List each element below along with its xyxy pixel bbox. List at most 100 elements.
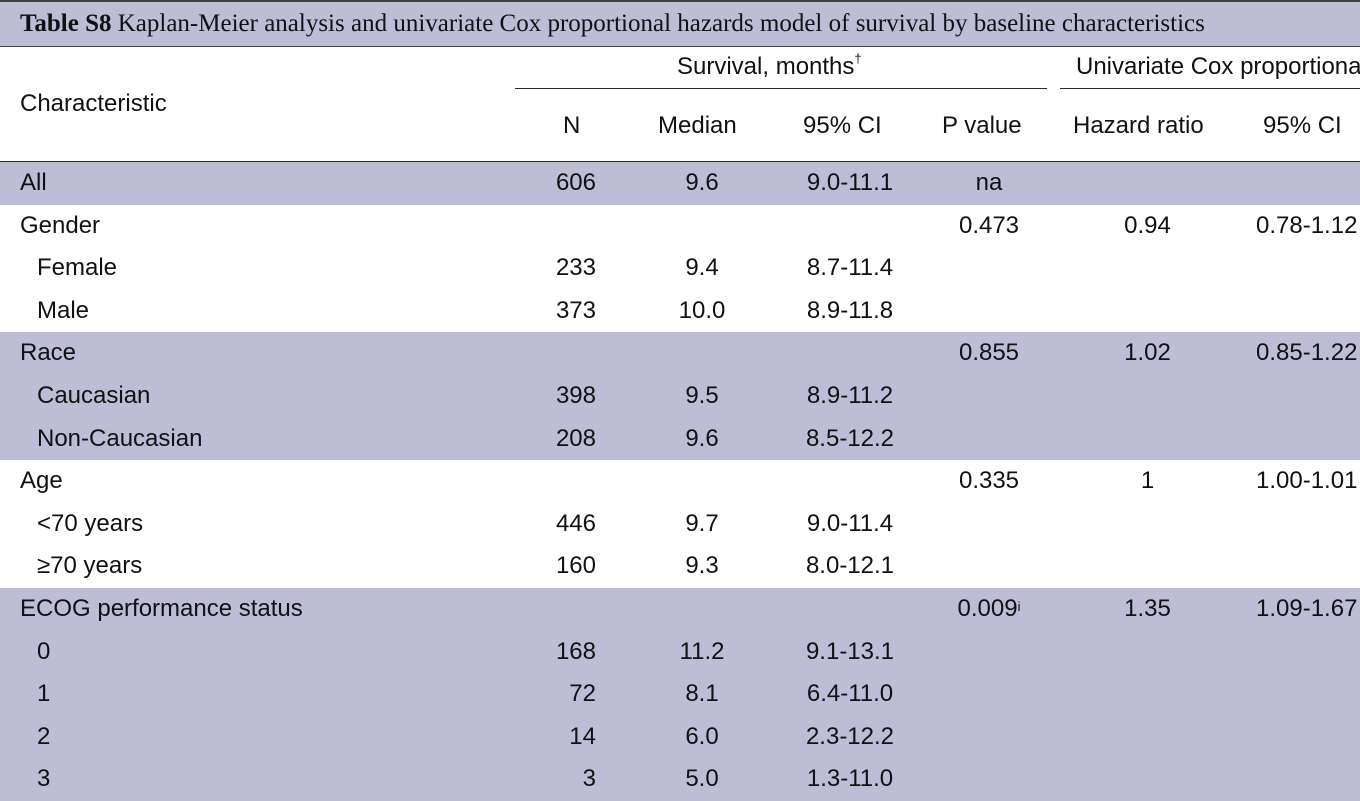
row-characteristic: Non-Caucasian: [37, 418, 202, 461]
row-n-text: 373: [555, 296, 596, 324]
table-row: Male 373 10.0 8.9-11.8: [0, 290, 1360, 333]
row-median-text: 9.6: [685, 169, 719, 196]
row-hr-ci: 1.00-1.01: [1256, 460, 1357, 503]
row-p-value: 0.855: [933, 332, 1045, 375]
row-characteristic: Gender: [20, 205, 100, 248]
row-p-value-mark: i: [1017, 598, 1021, 614]
row-n-text: 398: [555, 381, 596, 409]
row-characteristic: Race: [20, 332, 76, 375]
row-characteristic-text: Female: [37, 254, 118, 282]
row-median-text: 9.4: [685, 254, 719, 282]
row-n-text: 168: [555, 637, 596, 665]
row-ci: [790, 588, 910, 631]
row-ci: 8.0-12.1: [790, 545, 910, 588]
row-median: 11.2: [640, 631, 764, 674]
row-ci-text: 8.0-12.1: [805, 552, 895, 580]
row-p-value: [933, 545, 1045, 588]
row-median: 5.0: [640, 758, 764, 801]
row-median: 10.0: [640, 290, 764, 333]
row-n: 398: [556, 375, 596, 418]
row-median: [640, 588, 764, 631]
row-hazard-ratio: 1.35: [1060, 588, 1235, 631]
row-n: 160: [556, 545, 596, 588]
row-ci-text: 9.1-13.1: [805, 637, 895, 665]
table-header: Characteristic Survival, months† Univari…: [0, 47, 1360, 162]
row-median: 9.5: [640, 375, 764, 418]
row-n-text: 3: [582, 765, 596, 793]
row-n-text: 208: [555, 424, 596, 452]
row-p-value: 0.009i: [933, 588, 1045, 631]
row-characteristic-text: Gender: [20, 211, 101, 239]
row-median-text: 5.0: [685, 765, 719, 793]
row-n: 72: [569, 673, 596, 716]
row-characteristic: Male: [37, 290, 89, 333]
row-characteristic: All: [20, 162, 47, 205]
row-p-value: [933, 716, 1045, 759]
row-hr-ci-text: 0.78-1.12: [1256, 211, 1358, 239]
row-ci: 8.9-11.8: [790, 290, 910, 333]
row-n-text: 14: [569, 722, 596, 750]
header-survival-group: Survival, months†: [677, 51, 862, 81]
header-cox-group: Univariate Cox proportional hazards: [1076, 53, 1360, 80]
row-hazard-ratio: [1060, 290, 1235, 333]
row-characteristic: Age: [20, 460, 63, 503]
row-p-value-text: 0.009: [957, 594, 1018, 622]
row-n: 446: [556, 503, 596, 546]
row-hazard-ratio: [1060, 503, 1235, 546]
row-characteristic-text: Caucasian: [37, 381, 151, 409]
row-ci-text: 1.3-11.0: [806, 765, 894, 793]
row-characteristic: 3: [37, 758, 50, 801]
row-ci: 8.9-11.2: [790, 375, 910, 418]
row-median: [640, 332, 764, 375]
table-caption-text: Kaplan-Meier analysis and univariate Cox…: [111, 10, 1205, 37]
row-characteristic-text: ECOG performance status: [20, 594, 303, 622]
row-n: 606: [556, 162, 596, 205]
row-hr-ci: 0.85-1.22: [1256, 332, 1357, 375]
table-row: Race 0.855 1.02 0.85-1.22: [0, 332, 1360, 375]
row-median: 9.7: [640, 503, 764, 546]
table-row: 3 3 5.0 1.3-11.0: [0, 758, 1360, 801]
row-ci: 9.1-13.1: [790, 631, 910, 674]
row-median: 8.1: [640, 673, 764, 716]
row-median-text: 9.5: [685, 381, 719, 409]
row-p-value: [933, 631, 1045, 674]
row-n-text: 160: [555, 552, 596, 580]
row-p-value: [933, 418, 1045, 461]
row-hazard-ratio-text: 1.35: [1124, 594, 1171, 622]
row-p-value: [933, 503, 1045, 546]
row-p-value: [933, 758, 1045, 801]
table-row: All 606 9.6 9.0-11.1 na: [0, 162, 1360, 205]
table-row: ECOG performance status 0.009i 1.35 1.09-1.…: [0, 587, 1360, 631]
row-hazard-ratio: [1060, 162, 1235, 205]
header-ci: 95% CI: [803, 112, 882, 139]
row-p-value: [933, 673, 1045, 716]
row-p-value-text: 0.335: [958, 467, 1020, 495]
row-hr-ci-text: 1.00-1.01: [1256, 467, 1358, 495]
row-hazard-ratio-text: 1.02: [1124, 339, 1171, 367]
row-n-text: 72: [569, 680, 596, 708]
row-n: 208: [556, 418, 596, 461]
row-hr-ci-text: 1.09-1.67: [1256, 594, 1358, 622]
row-hazard-ratio: [1060, 375, 1235, 418]
row-hazard-ratio: [1060, 758, 1235, 801]
row-hr-ci: 1.09-1.67: [1256, 588, 1357, 631]
table-row: 2 14 6.0 2.3-12.2: [0, 715, 1360, 759]
row-n: 168: [556, 631, 596, 674]
row-median-text: 9.3: [685, 552, 719, 580]
row-hazard-ratio: [1060, 418, 1235, 461]
row-hazard-ratio: [1060, 673, 1235, 716]
table-row: <70 years 446 9.7 9.0-11.4: [0, 503, 1360, 546]
row-ci-text: 6.4-11.0: [806, 680, 894, 708]
header-hr-ci: 95% CI: [1263, 112, 1342, 139]
row-median-text: 10.0: [678, 296, 726, 324]
row-characteristic-text: Race: [20, 339, 77, 367]
row-hazard-ratio-text: 1: [1140, 467, 1155, 495]
header-p-value: P value: [942, 112, 1022, 139]
row-hr-ci-text: 0.85-1.22: [1256, 339, 1358, 367]
row-median-text: 9.7: [685, 509, 719, 537]
row-median-text: 6.0: [685, 722, 719, 750]
row-hazard-ratio: [1060, 631, 1235, 674]
row-p-value-text: na: [975, 169, 1003, 196]
table-caption: Table S8 Kaplan-Meier analysis and univa…: [0, 0, 1360, 47]
